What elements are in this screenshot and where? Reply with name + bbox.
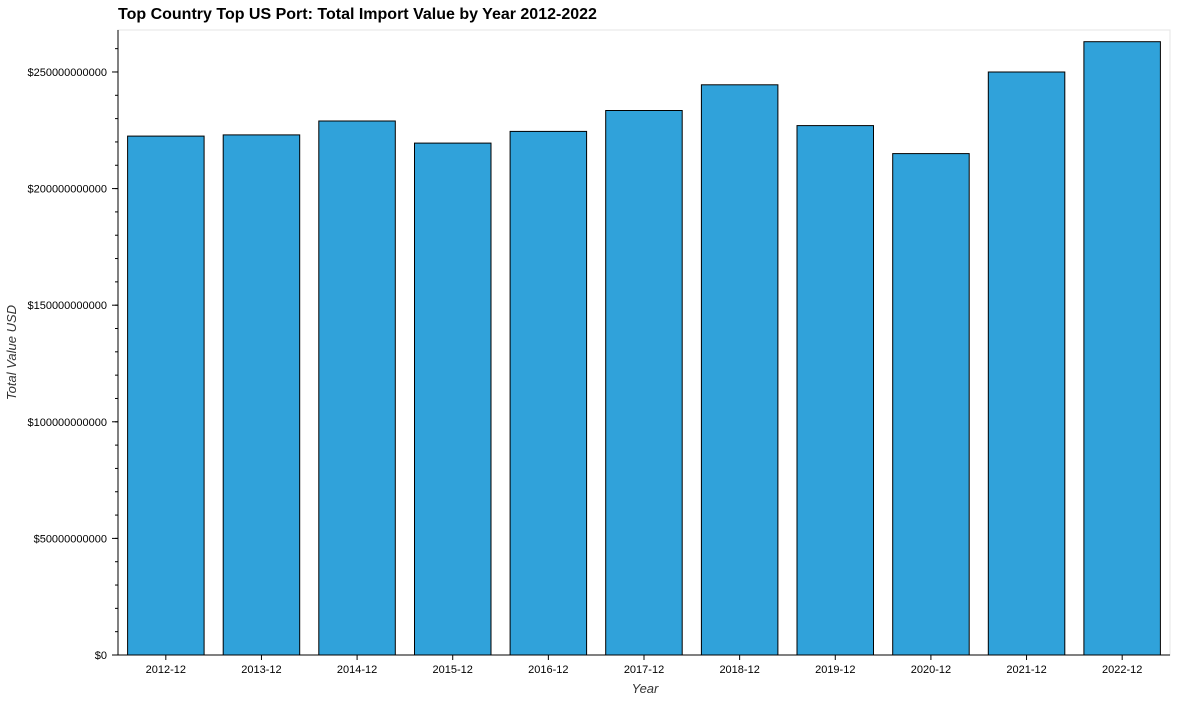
bar-2019-12 — [796, 125, 874, 656]
y-tick-label: $100000000000 — [27, 417, 107, 429]
x-tick-label: 2014-12 — [337, 664, 377, 676]
x-tick-label: 2017-12 — [624, 664, 664, 676]
bar-2013-12 — [222, 134, 301, 656]
bar-2015-12 — [414, 142, 492, 656]
chart-title: Top Country Top US Port: Total Import Va… — [118, 6, 597, 23]
x-axis-label: Year — [632, 681, 659, 696]
bar-2017-12 — [605, 110, 683, 656]
bar-2012-12 — [127, 135, 205, 656]
x-tick-label: 2022-12 — [1102, 664, 1142, 676]
x-tick-label: 2021-12 — [1006, 664, 1046, 676]
y-tick-label: $50000000000 — [34, 533, 107, 545]
x-tick-label: 2019-12 — [815, 664, 855, 676]
x-tick-label: 2012-12 — [146, 664, 186, 676]
x-tick-label: 2018-12 — [719, 664, 759, 676]
bar-2016-12 — [509, 130, 588, 656]
x-tick-label: 2015-12 — [433, 664, 473, 676]
x-tick-label: 2013-12 — [241, 664, 281, 676]
y-tick-label: $250000000000 — [27, 67, 107, 79]
bar-2020-12 — [892, 153, 970, 656]
y-axis-label: Total Value USD — [4, 305, 19, 400]
y-tick-label: $200000000000 — [27, 184, 107, 196]
bar-2014-12 — [318, 120, 396, 656]
bar-2018-12 — [700, 84, 779, 656]
y-tick-label: $150000000000 — [27, 300, 107, 312]
bar-2021-12 — [987, 71, 1066, 656]
bar-2022-12 — [1083, 41, 1161, 656]
x-tick-label: 2020-12 — [911, 664, 951, 676]
y-tick-label: $0 — [95, 650, 107, 662]
x-tick-label: 2016-12 — [528, 664, 568, 676]
